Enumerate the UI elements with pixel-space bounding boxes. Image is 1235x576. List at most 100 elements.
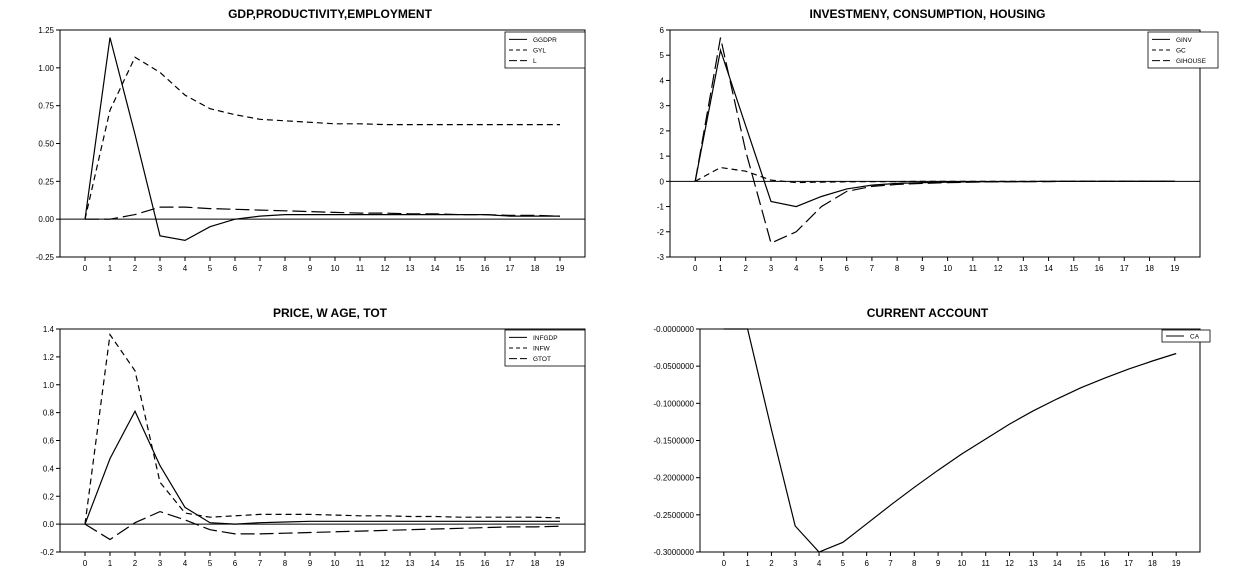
x-tick-label: 11 (969, 264, 978, 273)
y-tick-label: -0.0000000 (654, 325, 695, 334)
x-tick-label: 17 (1124, 559, 1133, 568)
x-tick-label: 15 (1069, 264, 1078, 273)
chart-title: INVESTMENY, CONSUMPTION, HOUSING (809, 7, 1046, 21)
y-tick-label: 0.0 (43, 520, 55, 529)
x-tick-label: 10 (331, 559, 340, 568)
x-tick-label: 18 (531, 559, 540, 568)
legend-label: CA (1190, 334, 1200, 341)
x-tick-label: 1 (745, 559, 750, 568)
x-tick-label: 14 (431, 559, 440, 568)
x-tick-label: 19 (556, 559, 565, 568)
series-line-gc (694, 166, 1175, 184)
x-tick-label: 9 (308, 559, 313, 568)
x-tick-label: 5 (819, 264, 824, 273)
x-tick-label: 6 (233, 559, 238, 568)
x-tick-label: 3 (769, 264, 774, 273)
y-tick-label: -0.1500000 (654, 437, 695, 446)
x-tick-label: 16 (1095, 264, 1104, 273)
x-tick-label: 17 (1120, 264, 1129, 273)
x-tick-label: 0 (83, 559, 88, 568)
x-tick-label: 11 (982, 559, 991, 568)
y-tick-label: 6 (660, 26, 665, 35)
x-tick-label: 1 (108, 264, 113, 273)
y-tick-label: 0.2 (43, 492, 55, 501)
chart-svg-current-account: -0.0000000 -0.0500000 -0.1000000 -0.1500000… (654, 325, 1211, 568)
x-tick-label: 0 (693, 264, 698, 273)
x-tick-label: 19 (1172, 559, 1181, 568)
x-tick-label: 19 (1170, 264, 1179, 273)
y-tick-label: -0.2500000 (654, 511, 695, 520)
x-tick-label: 19 (556, 264, 565, 273)
x-tick-label: 1 (108, 559, 113, 568)
x-tick-label: 14 (431, 264, 440, 273)
y-tick-label: 4 (660, 76, 665, 85)
x-tick-label: 6 (233, 264, 238, 273)
chart-svg-gdp: 1.251.000.750.500.250.00-0.250 1 2 3 4 5 6 7 8 9 1… (36, 26, 586, 273)
chart-svg-price: 1.41.21.00.80.60.40.20.0-0.20 1 2 3 4 5 6 7 8 9 10… (40, 325, 586, 568)
x-tick-label: 2 (769, 559, 774, 568)
x-tick-label: 7 (888, 559, 893, 568)
series-line-infw (84, 332, 561, 525)
y-tick-label: 0.8 (43, 409, 55, 418)
x-tick-label: 18 (531, 264, 540, 273)
plot-frame (669, 29, 1201, 258)
x-tick-label: 17 (506, 264, 515, 273)
legend-label: GIHOUSE (1176, 58, 1207, 65)
y-tick-label: 0.50 (38, 140, 54, 149)
x-tick-label: 9 (308, 264, 313, 273)
chart-panel-gdp: GDP,PRODUCTIVITY,EMPLOYMENT 1.25 1.00 0.75… (0, 0, 620, 288)
x-tick-label: 18 (1145, 264, 1154, 273)
y-tick-label: 0.75 (38, 102, 54, 111)
x-tick-label: 8 (283, 264, 288, 273)
x-tick-label: 12 (381, 559, 390, 568)
y-tick-label: 5 (660, 51, 665, 60)
x-tick-label: 10 (957, 559, 966, 568)
x-tick-label: 4 (183, 559, 188, 568)
x-tick-label: 2 (133, 264, 138, 273)
legend-box (1161, 329, 1211, 343)
x-tick-label: 11 (356, 264, 365, 273)
chart-panel-current-account: CURRENT ACCOUNT -0.0000000 -0.0500000 -0.1… (620, 288, 1235, 576)
y-tick-label: 3 (660, 102, 665, 111)
y-tick-label: -0.2 (40, 548, 54, 557)
x-tick-label: 15 (456, 559, 465, 568)
x-tick-label: 4 (817, 559, 822, 568)
y-tick-label: -1 (657, 203, 665, 212)
x-tick-label: 14 (1053, 559, 1062, 568)
legend-label: GYL (533, 48, 546, 55)
legend-label: GGDPR (533, 37, 557, 44)
legend-label: GC (1176, 48, 1186, 55)
legend: INFGDP INFW GTOT (504, 329, 586, 367)
y-tick-label: 1.0 (43, 381, 55, 390)
y-tick-label: 0.4 (43, 464, 55, 473)
x-tick-label: 13 (406, 559, 415, 568)
y-tick-label: 0 (660, 177, 665, 186)
x-tick-label: 4 (183, 264, 188, 273)
x-tick-label: 5 (208, 559, 213, 568)
legend-label: L (533, 58, 537, 65)
x-tick-label: 13 (406, 264, 415, 273)
x-tick-label: 2 (133, 559, 138, 568)
x-tick-label: 12 (381, 264, 390, 273)
x-tick-label: 15 (1076, 559, 1085, 568)
x-tick-label: 9 (920, 264, 925, 273)
y-tick-label: -0.25 (36, 253, 55, 262)
x-tick-label: 11 (356, 559, 365, 568)
legend-label: INFGDP (533, 335, 558, 342)
y-tick-label: -3 (657, 253, 665, 262)
y-tick-label: -0.2000000 (654, 474, 695, 483)
legend-label: GTOT (533, 356, 551, 363)
chart-panel-price: PRICE, W AGE, TOT 1.4 1.2 1.0 0.8 0.6 0.4 0.2 0… (0, 288, 620, 576)
y-tick-label: 1 (660, 152, 665, 161)
y-tick-label: 1.00 (38, 64, 54, 73)
legend: GINV GC GIHOUSE (1147, 31, 1219, 69)
x-tick-label: 16 (481, 264, 490, 273)
chart-title: CURRENT ACCOUNT (866, 306, 989, 320)
chart-title: PRICE, W AGE, TOT (272, 306, 387, 320)
series-line-gihouse (694, 37, 1175, 244)
x-tick-label: 6 (844, 264, 849, 273)
y-tick-label: -2 (657, 228, 665, 237)
series-line-ggdpr (84, 37, 560, 242)
